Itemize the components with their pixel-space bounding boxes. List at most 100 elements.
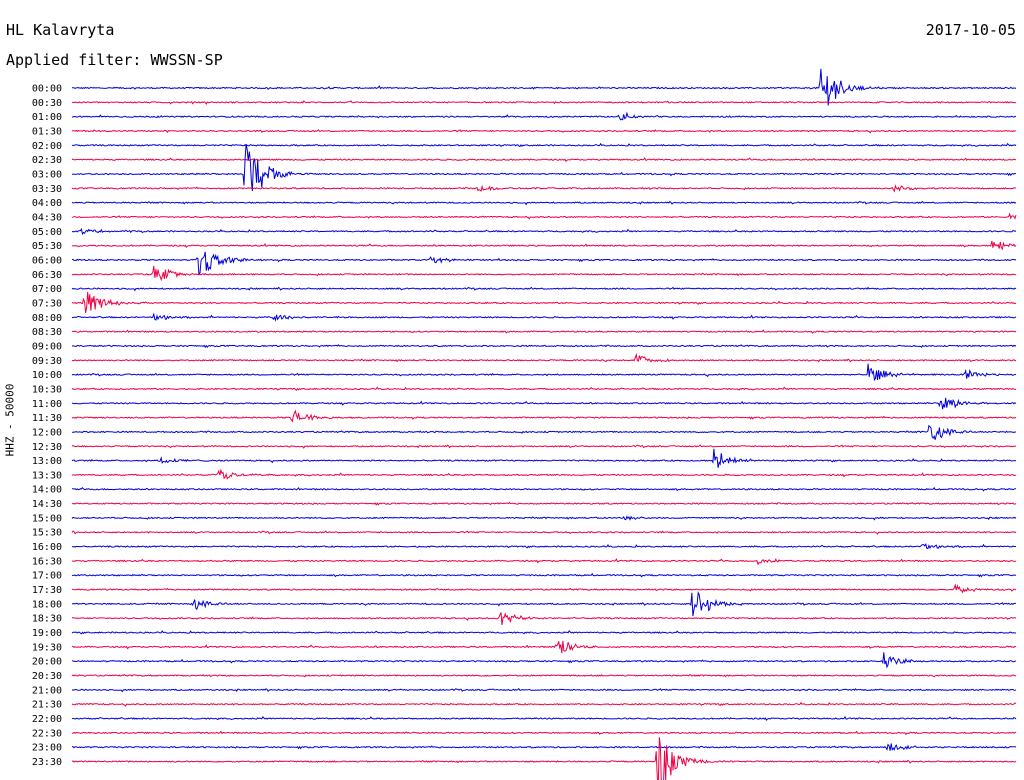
row-tick-label: 12:00: [32, 427, 62, 438]
row-tick-label: 10:30: [32, 384, 62, 395]
trace-row: [72, 468, 1017, 480]
row-tick-label: 20:00: [32, 657, 62, 668]
trace-row: [72, 68, 1017, 106]
trace-row: [72, 100, 1016, 105]
trace-row: [71, 687, 1017, 693]
trace-row: [71, 444, 1017, 449]
row-tick-label: 00:00: [32, 84, 62, 95]
row-tick-label: 07:00: [32, 284, 62, 295]
station-title: HL Kalavryta: [6, 21, 115, 39]
row-tick-label: 23:30: [32, 757, 62, 768]
trace-row: [71, 329, 1017, 334]
trace-row: [71, 312, 1017, 322]
trace-row: [71, 156, 1017, 163]
filter-label: Applied filter: WWSSN-SP: [6, 51, 223, 69]
row-tick-label: 13:00: [32, 456, 62, 467]
trace-row: [71, 448, 1017, 468]
trace-row: [71, 630, 1017, 635]
row-tick-label: 03:30: [32, 184, 62, 195]
trace-row: [71, 344, 1017, 349]
trace-row: [71, 111, 1017, 121]
trace-row: [71, 515, 1017, 521]
trace-row: [72, 743, 1017, 752]
trace-row: [71, 530, 1017, 535]
trace-row: [71, 652, 1017, 669]
row-tick-label: 16:30: [32, 556, 62, 567]
trace-row: [71, 363, 1017, 382]
trace-row: [71, 386, 1017, 391]
row-tick-label: 03:00: [32, 169, 62, 180]
row-tick-label: 16:00: [32, 542, 62, 553]
row-tick-label: 00:30: [32, 98, 62, 109]
row-tick-label: 14:00: [32, 485, 62, 496]
row-tick-label: 10:00: [32, 370, 62, 381]
row-tick-label: 15:30: [32, 528, 62, 539]
row-tick-label: 07:30: [32, 298, 62, 309]
row-tick-label: 17:30: [32, 585, 62, 596]
trace-row: [71, 143, 1017, 192]
trace-row: [71, 424, 1016, 440]
trace-row: [71, 352, 1017, 363]
trace-row: [71, 673, 1017, 678]
trace-row: [71, 184, 1017, 193]
row-tick-label: 09:30: [32, 356, 62, 367]
trace-row: [71, 142, 1017, 148]
trace-row: [71, 129, 1017, 134]
row-tick-label: 15:00: [32, 513, 62, 524]
trace-row: [71, 715, 1017, 721]
row-tick-label: 12:30: [32, 442, 62, 453]
row-tick-label: 20:30: [32, 671, 62, 682]
row-tick-label: 02:00: [32, 141, 62, 152]
date-label: 2017-10-05: [925, 21, 1016, 39]
trace-row: [71, 737, 1017, 780]
row-tick-label: 11:30: [32, 413, 62, 424]
trace-row: [71, 397, 1017, 410]
row-tick-label: 11:00: [32, 399, 62, 410]
row-tick-label: 22:00: [32, 714, 62, 725]
row-tick-label: 18:30: [32, 614, 62, 625]
trace-row: [71, 409, 1017, 423]
row-tick-label: 08:00: [32, 313, 62, 324]
trace-row: [71, 200, 1017, 206]
trace-row: [71, 501, 1017, 506]
row-tick-label: 23:00: [32, 743, 62, 754]
row-tick-label: 19:00: [32, 628, 62, 639]
trace-row: [71, 286, 1017, 292]
trace-row: [71, 612, 1017, 625]
trace-row: [71, 583, 1017, 594]
row-tick-label: 04:30: [32, 212, 62, 223]
row-tick-label: 18:00: [32, 599, 62, 610]
trace-row: [71, 240, 1017, 251]
row-tick-label: 09:00: [32, 341, 62, 352]
row-tick-label: 01:30: [32, 126, 62, 137]
row-tick-label: 14:30: [32, 499, 62, 510]
row-tick-label: 04:00: [32, 198, 62, 209]
trace-row: [72, 227, 1017, 236]
trace-row: [72, 558, 1017, 566]
row-tick-label: 05:30: [32, 241, 62, 252]
trace-row: [71, 291, 1017, 314]
row-tick-label: 21:00: [32, 685, 62, 696]
row-tick-label: 13:30: [32, 470, 62, 481]
trace-row: [71, 701, 1017, 707]
trace-row: [71, 265, 1017, 282]
row-tick-label: 22:30: [32, 728, 62, 739]
row-tick-label: 02:30: [32, 155, 62, 166]
trace-row: [71, 542, 1016, 550]
trace-row: [71, 486, 1017, 492]
row-tick-label: 06:30: [32, 270, 62, 281]
row-tick-label: 19:30: [32, 642, 62, 653]
trace-row: [71, 730, 1017, 736]
trace-row: [71, 640, 1017, 654]
row-tick-label: 08:30: [32, 327, 62, 338]
row-tick-label: 21:30: [32, 700, 62, 711]
row-tick-label: 05:00: [32, 227, 62, 238]
row-tick-label: 17:00: [32, 571, 62, 582]
trace-row: [71, 212, 1017, 220]
trace-row: [71, 251, 1017, 276]
trace-row: [72, 572, 1017, 578]
row-tick-label: 06:00: [32, 255, 62, 266]
trace-row: [71, 590, 1017, 617]
row-tick-label: 01:00: [32, 112, 62, 123]
